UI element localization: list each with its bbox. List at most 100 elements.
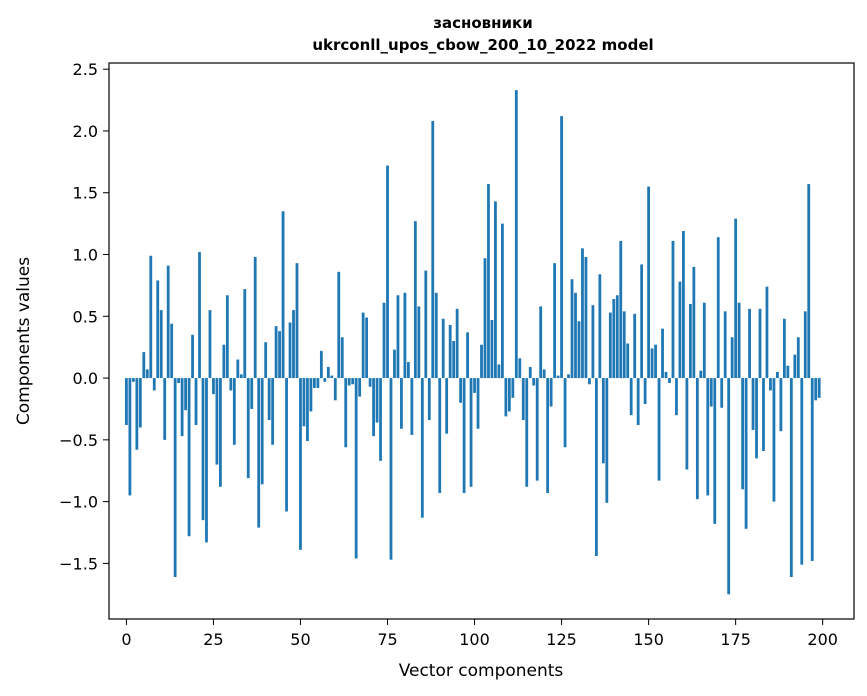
bar-149 [643, 378, 647, 405]
bar-131 [581, 248, 584, 379]
bar-160 [682, 231, 685, 379]
bar-90 [438, 378, 442, 493]
x-tick-label: 25 [203, 630, 223, 649]
bar-73 [379, 378, 382, 461]
bar-187 [776, 371, 779, 379]
bar-41 [267, 378, 271, 421]
bar-147 [636, 378, 640, 426]
bar-165 [699, 370, 703, 379]
bar-111 [511, 378, 515, 398]
y-tick-label: 1.5 [73, 184, 98, 203]
x-tick-label: 175 [720, 630, 751, 649]
bar-153 [657, 378, 661, 481]
bar-86 [424, 270, 428, 379]
bar-133 [588, 378, 591, 385]
bar-17 [184, 378, 187, 411]
bar-70 [368, 378, 372, 387]
bar-129 [574, 292, 577, 379]
bar-20 [194, 378, 198, 426]
bar-54 [313, 378, 316, 388]
bar-178 [744, 378, 748, 529]
bar-115 [525, 378, 529, 487]
y-tick-label: −1.0 [59, 493, 98, 512]
bar-197 [810, 378, 814, 561]
bar-61 [337, 271, 341, 379]
bar-2 [131, 378, 135, 382]
bar-142 [619, 240, 623, 379]
bar-158 [675, 378, 678, 416]
bar-81 [407, 362, 410, 379]
bar-62 [340, 337, 344, 379]
bar-124 [556, 375, 560, 379]
bar-144 [626, 343, 630, 379]
bar-42 [271, 378, 275, 445]
bar-154 [661, 328, 664, 379]
bar-4 [138, 378, 142, 428]
bar-196 [807, 184, 811, 379]
bar-125 [560, 116, 563, 379]
bar-29 [225, 295, 229, 379]
bar-8 [152, 378, 156, 391]
bar-10 [159, 310, 163, 379]
bar-56 [319, 350, 323, 379]
bar-40 [264, 342, 268, 379]
bar-155 [664, 371, 668, 379]
bar-103 [483, 258, 487, 379]
bar-47 [288, 322, 292, 379]
x-axis-label: Vector components [399, 661, 564, 681]
x-tick-label: 50 [290, 630, 310, 649]
bar-84 [417, 306, 421, 379]
bar-118 [535, 378, 539, 481]
bar-11 [163, 378, 167, 440]
bar-38 [257, 378, 261, 528]
bar-28 [222, 344, 226, 379]
bar-83 [413, 221, 417, 379]
bar-24 [208, 310, 212, 379]
bar-166 [702, 302, 706, 379]
bar-192 [793, 354, 797, 379]
bar-51 [302, 378, 306, 427]
bar-33 [239, 374, 243, 379]
y-tick-label: −1.5 [59, 554, 98, 573]
x-tick-label: 125 [546, 630, 577, 649]
y-axis: −1.5 −1.0 −0.5 0.0 0.5 1.0 1.5 2.0 2.5 [59, 60, 109, 573]
bar-143 [622, 311, 626, 379]
bar-191 [789, 378, 793, 577]
bar-139 [608, 312, 612, 379]
bar-22 [201, 378, 205, 521]
bar-0 [125, 378, 128, 426]
bar-68 [361, 312, 365, 379]
bar-162 [688, 303, 692, 379]
y-tick-label: 0.5 [73, 307, 98, 326]
bar-104 [487, 184, 490, 379]
bar-25 [212, 378, 215, 395]
bar-37 [253, 256, 257, 379]
bar-186 [772, 378, 776, 502]
bar-183 [762, 378, 765, 451]
bar-150 [647, 186, 650, 379]
bar-130 [577, 321, 581, 379]
bar-96 [459, 378, 463, 403]
bar-164 [695, 378, 699, 500]
bar-134 [591, 305, 595, 379]
bar-126 [563, 378, 567, 448]
bar-161 [685, 378, 689, 470]
x-axis: 0 25 50 75 100 125 150 175 200 [121, 619, 838, 649]
bar-80 [403, 292, 407, 379]
bar-18 [187, 378, 191, 537]
bar-167 [706, 378, 710, 496]
bar-189 [782, 318, 786, 379]
bar-138 [605, 378, 609, 503]
bar-175 [734, 218, 738, 379]
bar-71 [372, 378, 375, 437]
bar-176 [737, 302, 741, 379]
bar-119 [539, 306, 543, 379]
bar-182 [758, 308, 762, 379]
bar-5 [142, 352, 146, 379]
bar-16 [180, 378, 184, 437]
bar-136 [598, 274, 602, 379]
bar-59 [330, 375, 334, 379]
bar-35 [246, 378, 250, 479]
bar-140 [612, 298, 616, 379]
bars-group [125, 90, 821, 595]
